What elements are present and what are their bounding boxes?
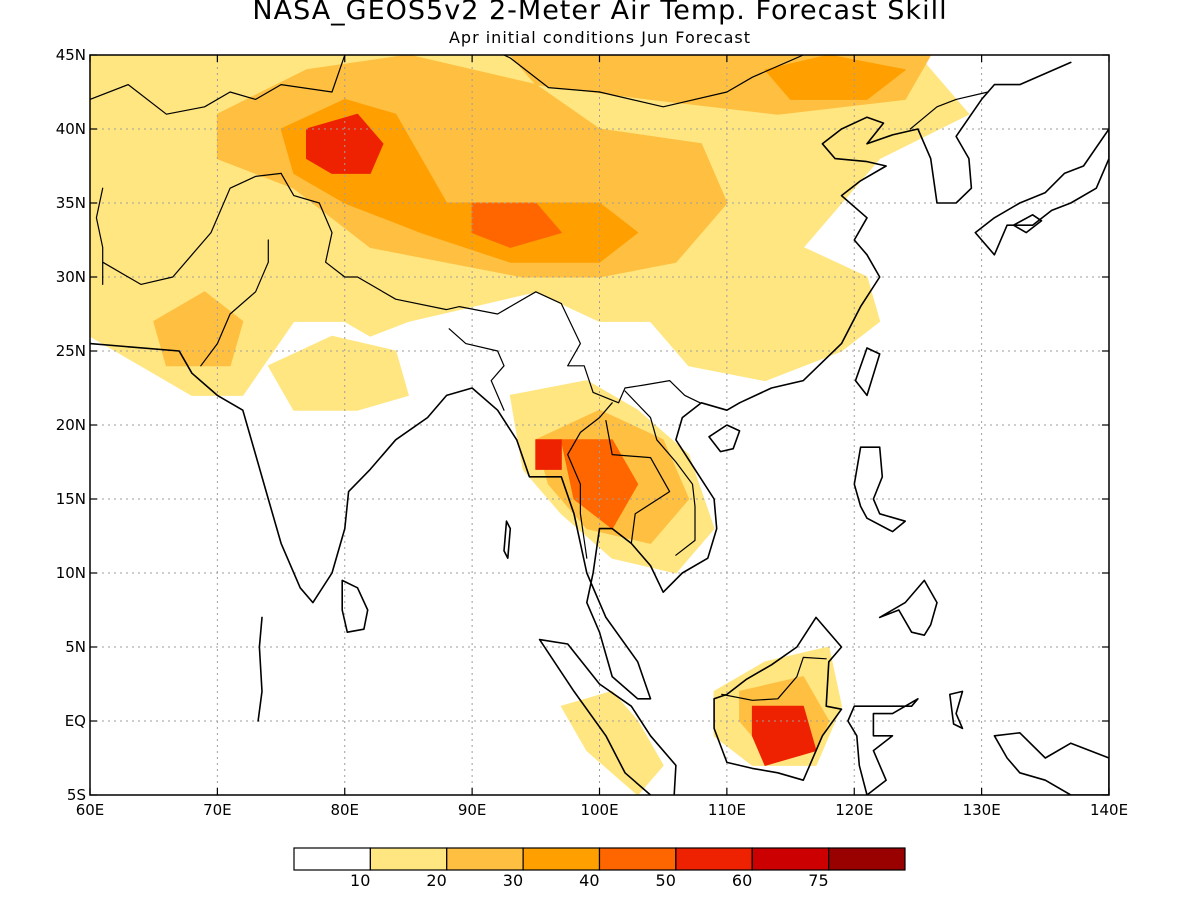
colorbar-label: 20: [426, 871, 446, 890]
colorbar-swatch: [598, 847, 677, 871]
coastline-shikoku: [1012, 214, 1043, 234]
colorbar-label: 60: [732, 871, 752, 890]
border-china-myanmar-laos: [560, 303, 701, 404]
colorbar-label: 75: [808, 871, 828, 890]
border-myanmar-thailand: [567, 402, 613, 559]
coastline-maldives: [257, 616, 263, 722]
lon-tick-label: 120E: [835, 801, 873, 819]
colorbar-swatch: [446, 847, 524, 871]
coastline-andaman: [503, 520, 512, 560]
border-china-korea: [909, 91, 989, 130]
skill-region-mongolia-hot: [764, 55, 906, 100]
coastline-indian-subcontinent: [90, 61, 1072, 700]
skill-region-pakistan: [153, 291, 244, 367]
skill-region-thailand-hot: [560, 439, 639, 530]
lat-tick-label: 40N: [56, 120, 86, 138]
colorbar-swatch: [675, 847, 753, 871]
border-bangladesh: [448, 328, 505, 411]
colorbar-swatch: [751, 847, 830, 871]
skill-region-myanmar-hot: [535, 439, 562, 470]
border-central-asia-north: [90, 55, 346, 115]
coastline-taiwan: [854, 347, 881, 397]
skill-region-central-india: [267, 335, 409, 411]
colorbar-label: 30: [503, 871, 523, 890]
colorbar: 10 20 30 40 50 60 75: [293, 847, 906, 890]
coastline-hainan: [708, 424, 741, 453]
coastline-halmahera: [948, 690, 964, 730]
lat-tick-label: EQ: [65, 712, 86, 730]
lon-tick-label: 80E: [330, 801, 359, 819]
coastline-mindanao: [878, 579, 938, 637]
coastline-japan-kyushu-honshu: [974, 128, 1109, 256]
axis-ticks: 60E 70E 80E 90E 100E 110E 120E 130E 140E 45N 40N 35…: [56, 46, 1128, 819]
lat-tick-label: 35N: [56, 194, 86, 212]
border-malaysia-borneo: [721, 656, 827, 701]
skill-shading-layer: [90, 55, 970, 795]
colorbar-label: 10: [350, 871, 370, 890]
border-mongolia-south: [502, 55, 805, 108]
colorbar-label: 50: [656, 871, 676, 890]
lat-tick-label: 25N: [56, 342, 86, 360]
border-afghanistan-pakistan: [102, 172, 282, 285]
lon-tick-label: 130E: [963, 801, 1001, 819]
lat-tick-label: 20N: [56, 416, 86, 434]
colorbar-swatch: [828, 847, 906, 871]
lon-tick-label: 60E: [76, 801, 105, 819]
skill-region-sumatra: [560, 690, 664, 795]
coastline-sulawesi: [847, 697, 919, 795]
lon-tick-label: 140E: [1090, 801, 1128, 819]
lon-tick-label: 110E: [708, 801, 746, 819]
colorbar-swatch: [522, 847, 601, 871]
lat-tick-label: 5N: [65, 638, 86, 656]
lat-tick-label: 5S: [67, 786, 86, 804]
border-india-pakistan: [200, 239, 269, 367]
skill-region-east-china: [650, 232, 881, 382]
coastline-sumatra: [538, 638, 677, 795]
border-himalaya-india-china: [280, 172, 562, 315]
map-subtitle: Apr initial conditions Jun Forecast: [448, 28, 752, 47]
skill-region-tibet-east-hot: [471, 202, 562, 248]
coastline-new-guinea: [993, 731, 1109, 795]
lat-tick-label: 30N: [56, 268, 86, 286]
border-iran-afghanistan: [95, 187, 104, 285]
lat-tick-label: 45N: [56, 46, 86, 64]
colorbar-swatch: [369, 847, 448, 871]
colorbar-label: 40: [579, 871, 599, 890]
border-thailand-laos-cambodia: [605, 420, 671, 545]
coastlines-layer: [90, 55, 1109, 795]
coastline-luzon: [853, 446, 907, 533]
lat-tick-label: 15N: [56, 490, 86, 508]
lon-tick-label: 70E: [203, 801, 232, 819]
coastline-sri-lanka: [341, 579, 369, 634]
lon-tick-label: 100E: [580, 801, 618, 819]
map-title: NASA_GEOS5v2 2-Meter Air Temp. Forecast …: [252, 0, 948, 26]
border-laos-vietnam: [624, 390, 696, 556]
lat-tick-label: 10N: [56, 564, 86, 582]
coastline-borneo: [713, 616, 843, 782]
lon-tick-label: 90E: [458, 801, 487, 819]
colorbar-swatch: [293, 847, 371, 871]
